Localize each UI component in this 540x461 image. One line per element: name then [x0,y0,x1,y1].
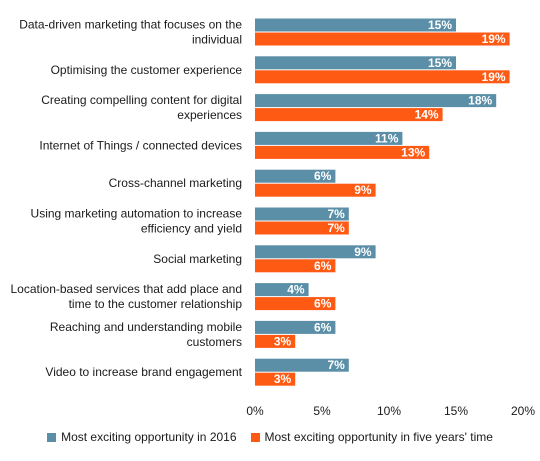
bar-2016 [255,94,497,108]
bar-label-five-years: 3% [274,334,292,348]
bar-five-years [255,183,376,197]
bar-five-years [255,334,296,348]
x-tick-label: 15% [444,404,468,418]
category-label: Optimising the customer experience [51,63,243,77]
bar-five-years [255,297,336,311]
category-label-line: Internet of Things / connected devices [39,138,242,152]
category-label-line: time to the customer relationship [69,297,243,311]
category-label-line: efficiency and yield [141,222,242,236]
bar-label-five-years: 9% [354,183,372,197]
x-tick-label: 5% [313,404,331,418]
category-label-line: Reaching and understanding mobile [50,320,242,334]
category-label-line: individual [192,33,242,47]
bar-label-five-years: 13% [401,145,425,159]
x-tick-label: 20% [511,404,535,418]
category-label: Internet of Things / connected devices [39,138,242,152]
bar-label-2016: 15% [428,56,452,70]
category-label: Reaching and understanding mobile custome… [50,320,242,349]
category-label: Using marketing automation to increase ef… [31,207,243,236]
bar-2016 [255,245,376,259]
bar-five-years [255,108,443,122]
bar-label-2016: 9% [354,245,372,259]
bar-chart: Data-driven marketing that focuses on th… [11,18,536,419]
bar-2016 [255,358,349,372]
bar-label-five-years: 3% [274,372,292,386]
bar-label-five-years: 14% [415,108,439,122]
category-label: Creating compelling content for digital e… [41,93,242,122]
legend-item-five-years: Most exciting opportunity in five years'… [250,430,493,444]
bar-label-five-years: 19% [482,70,506,84]
bar-2016 [255,18,456,32]
bar-2016 [255,131,403,145]
legend-label-2016: Most exciting opportunity in 2016 [61,430,237,444]
bar-label-2016: 7% [327,358,345,372]
bar-five-years [255,145,430,159]
bar-label-2016: 18% [468,94,492,108]
bar-five-years [255,32,510,46]
category-label: Video to increase brand engagement [45,365,242,379]
bar-2016 [255,169,336,183]
category-label-line: Location-based services that add place a… [11,282,243,296]
category-label-line: Data-driven marketing that focuses on th… [19,18,242,32]
category-label: Data-driven marketing that focuses on th… [19,18,242,47]
bar-label-2016: 4% [287,283,305,297]
category-label-line: Cross-channel marketing [109,176,242,190]
bar-five-years [255,221,349,235]
x-tick-label: 10% [377,404,401,418]
category-label-line: Video to increase brand engagement [45,365,242,379]
bar-five-years [255,259,336,273]
bar-label-five-years: 7% [327,221,345,235]
bar-label-five-years: 6% [314,259,332,273]
legend-swatch-five-years [250,432,260,442]
bar-label-five-years: 6% [314,297,332,311]
bar-label-2016: 7% [327,207,345,221]
bar-2016 [255,283,309,297]
bar-label-2016: 6% [314,320,332,334]
category-label-line: Using marketing automation to increase [31,207,243,221]
category-label-line: Optimising the customer experience [51,63,243,77]
legend: Most exciting opportunity in 2016 Most e… [0,430,540,444]
bar-label-2016: 11% [375,131,399,145]
category-label: Cross-channel marketing [109,176,242,190]
bar-2016 [255,320,336,334]
bar-label-five-years: 19% [482,32,506,46]
bar-five-years [255,70,510,84]
category-label-line: experiences [177,108,242,122]
category-label: Location-based services that add place a… [11,282,243,311]
bar-2016 [255,56,456,70]
category-label: Social marketing [153,252,242,266]
bar-2016 [255,207,349,221]
category-label-line: Social marketing [153,252,242,266]
bar-five-years [255,372,296,386]
category-label-line: customers [187,335,242,349]
bar-label-2016: 6% [314,169,332,183]
legend-item-2016: Most exciting opportunity in 2016 [47,430,237,444]
legend-label-five-years: Most exciting opportunity in five years'… [264,430,493,444]
bar-label-2016: 15% [428,18,452,32]
category-label-line: Creating compelling content for digital [41,93,242,107]
legend-swatch-2016 [47,432,57,442]
x-tick-label: 0% [246,404,264,418]
